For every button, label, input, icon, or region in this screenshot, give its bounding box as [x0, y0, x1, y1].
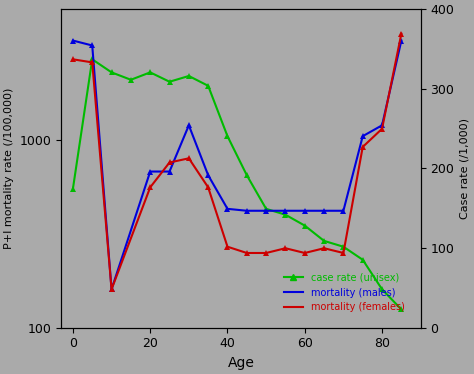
case rate (unisex): [109, 70, 114, 74]
mortality (males): [321, 209, 327, 213]
case rate (unisex): [147, 70, 153, 74]
mortality (females): [379, 126, 385, 131]
X-axis label: Age: Age: [228, 356, 255, 370]
mortality (males): [379, 123, 385, 128]
mortality (females): [90, 60, 95, 65]
mortality (females): [109, 287, 114, 292]
mortality (females): [225, 245, 230, 249]
mortality (males): [205, 173, 211, 177]
case rate (unisex): [128, 77, 134, 82]
mortality (males): [225, 206, 230, 211]
mortality (females): [302, 251, 308, 255]
case rate (unisex): [186, 74, 191, 78]
mortality (females): [283, 246, 288, 251]
case rate (unisex): [225, 134, 230, 138]
Line: case rate (unisex): case rate (unisex): [69, 56, 405, 313]
mortality (females): [205, 185, 211, 190]
mortality (females): [399, 31, 404, 36]
mortality (males): [263, 209, 269, 213]
case rate (unisex): [244, 173, 250, 177]
mortality (males): [147, 169, 153, 174]
case rate (unisex): [167, 80, 173, 84]
mortality (males): [109, 287, 114, 292]
case rate (unisex): [399, 307, 404, 312]
Y-axis label: P+I mortality rate (/100,000): P+I mortality rate (/100,000): [4, 88, 14, 249]
case rate (unisex): [70, 187, 76, 191]
case rate (unisex): [360, 258, 365, 262]
mortality (females): [167, 160, 173, 165]
mortality (females): [321, 246, 327, 251]
mortality (males): [90, 43, 95, 48]
Line: mortality (females): mortality (females): [69, 30, 405, 293]
case rate (unisex): [90, 57, 95, 62]
mortality (males): [167, 169, 173, 174]
mortality (males): [244, 209, 250, 213]
mortality (males): [399, 38, 404, 43]
case rate (unisex): [263, 206, 269, 211]
mortality (males): [70, 38, 76, 43]
mortality (males): [186, 123, 191, 128]
mortality (females): [263, 251, 269, 255]
mortality (males): [283, 209, 288, 213]
mortality (females): [186, 156, 191, 160]
case rate (unisex): [302, 223, 308, 228]
mortality (females): [147, 185, 153, 190]
mortality (males): [340, 209, 346, 213]
mortality (females): [70, 57, 76, 62]
mortality (females): [360, 145, 365, 149]
Line: mortality (males): mortality (males): [69, 37, 405, 293]
case rate (unisex): [340, 245, 346, 249]
mortality (males): [302, 209, 308, 213]
case rate (unisex): [283, 212, 288, 217]
mortality (males): [360, 134, 365, 138]
case rate (unisex): [205, 83, 211, 88]
Legend: case rate (unisex), mortality (males), mortality (females): case rate (unisex), mortality (males), m…: [280, 269, 409, 316]
mortality (females): [244, 251, 250, 255]
Y-axis label: Case rate (/1,000): Case rate (/1,000): [460, 118, 470, 219]
case rate (unisex): [321, 239, 327, 243]
case rate (unisex): [379, 287, 385, 292]
mortality (females): [340, 251, 346, 255]
